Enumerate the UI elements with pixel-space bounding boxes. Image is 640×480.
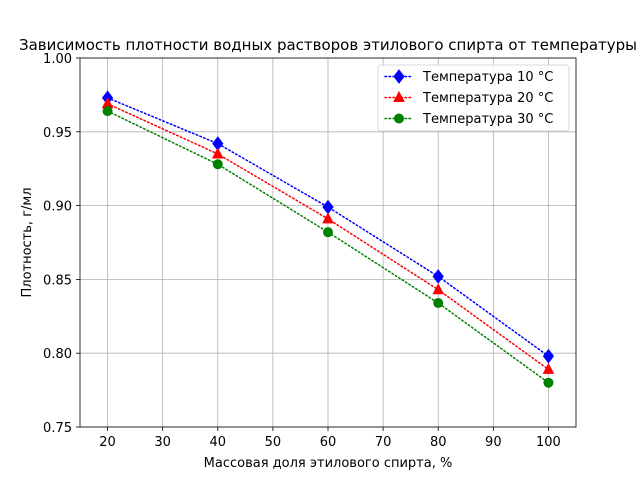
x-tick-label: 20 (99, 435, 116, 450)
legend-marker (394, 113, 404, 124)
x-tick-label: 40 (210, 435, 227, 450)
y-tick-label: 0.80 (43, 347, 72, 362)
x-tick-label: 100 (536, 435, 561, 450)
legend-item: Температура 20 °C (384, 90, 553, 106)
data-point (322, 199, 334, 215)
data-point (322, 212, 334, 224)
y-axis: 0.75 0.80 0.85 0.90 0.95 1.00 (43, 52, 80, 436)
data-point (433, 298, 444, 309)
legend-box (377, 64, 570, 132)
x-axis-label: Массовая доля этилового спирта, % (204, 456, 453, 471)
legend-label: Температура 30 °C (422, 112, 553, 127)
series-layer (101, 90, 555, 388)
data-point (211, 147, 224, 159)
legend-item: Температура 30 °C (384, 112, 553, 127)
series-line (106, 97, 550, 357)
series-1 (101, 90, 555, 364)
x-tick-label: 60 (320, 435, 337, 450)
data-point (542, 348, 555, 364)
chart-title: Зависимость плотности водных растворов э… (19, 36, 637, 54)
data-point (543, 377, 554, 388)
legend-item: Температура 10 °C (384, 69, 553, 85)
y-tick-label: 0.85 (43, 273, 72, 288)
legend-label: Температура 20 °C (422, 91, 553, 106)
y-tick-label: 0.95 (43, 126, 72, 141)
y-tick-label: 1.00 (43, 52, 72, 67)
x-tick-label: 80 (430, 435, 447, 450)
legend-marker (393, 69, 405, 84)
series-2 (101, 97, 555, 374)
y-axis-label: Плотность, г/мл (20, 187, 35, 297)
x-tick-label: 30 (154, 435, 171, 450)
data-point (432, 283, 445, 295)
data-point (542, 362, 555, 374)
x-tick-label: 70 (375, 435, 392, 450)
data-point (102, 106, 113, 117)
x-tick-label: 50 (265, 435, 282, 450)
data-point (323, 227, 333, 238)
y-tick-label: 0.75 (43, 421, 72, 436)
legend: Температура 10 °C Температура 20 °C Темпер… (377, 64, 570, 132)
data-point (212, 159, 223, 170)
x-axis: 20 30 40 50 60 70 80 90 100 (99, 427, 561, 450)
y-tick-label: 0.90 (43, 200, 72, 215)
legend-label: Температура 10 °C (422, 70, 553, 85)
legend-marker (393, 90, 405, 102)
data-point (432, 269, 444, 284)
x-tick-label: 90 (485, 435, 502, 450)
series-3 (102, 106, 554, 388)
